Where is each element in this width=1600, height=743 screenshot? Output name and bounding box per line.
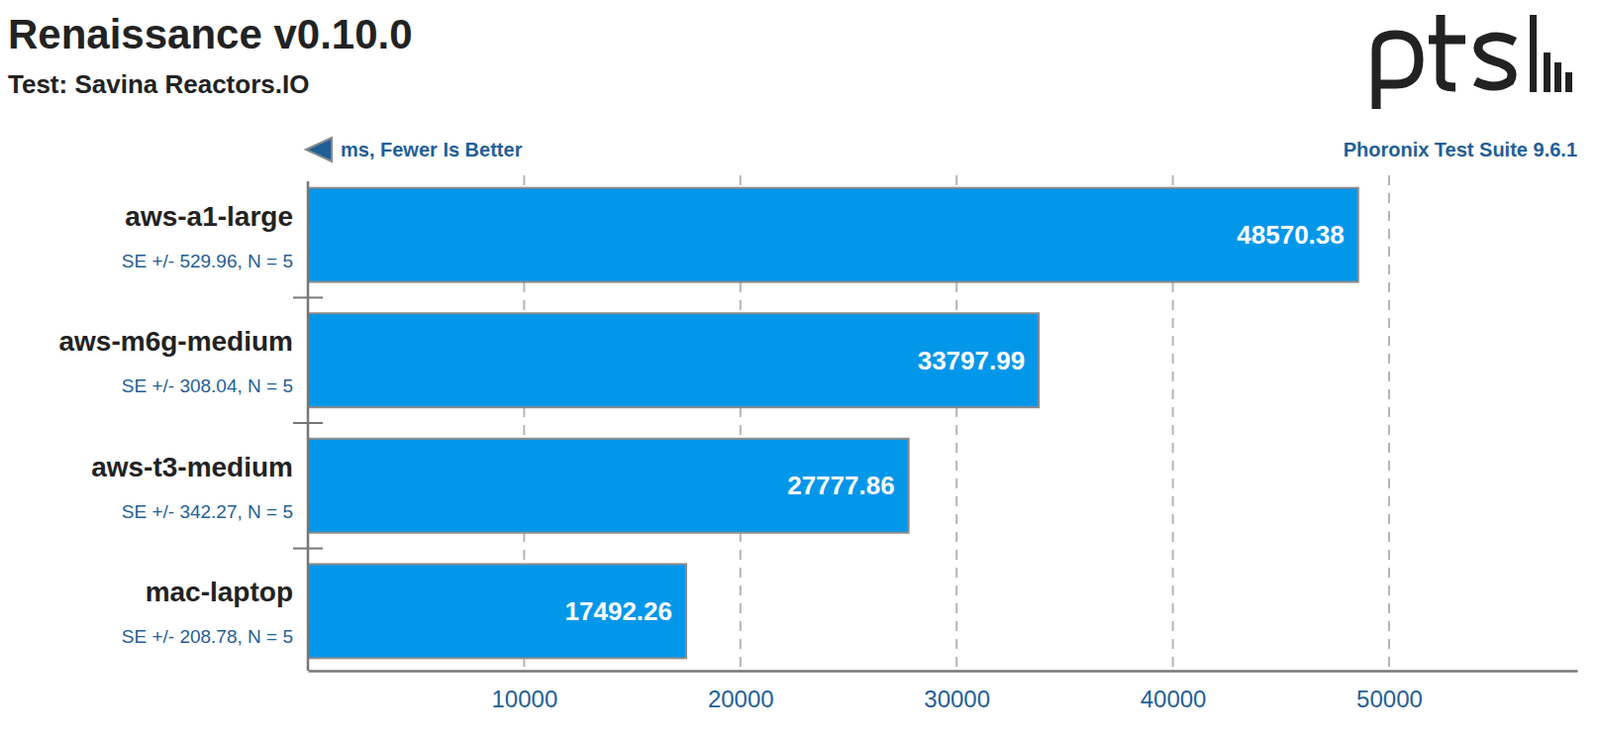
grid-line <box>1388 175 1391 671</box>
bar <box>307 438 909 533</box>
data-label: 48570.38 <box>1236 219 1344 250</box>
x-tick: 10000 <box>492 670 559 712</box>
data-labels: 48570.38 33797.99 27777.86 17492.26 <box>565 219 1345 626</box>
x-tick: 20000 <box>707 670 775 712</box>
bar <box>307 312 1039 407</box>
x-tick: 30000 <box>923 670 991 712</box>
bar <box>307 188 1359 283</box>
logo <box>1376 14 1573 109</box>
category-note: SE +/- 308.04, N = 5 <box>121 375 294 397</box>
logo-bar <box>1565 72 1573 93</box>
category-label: aws-a1-large <box>124 200 294 232</box>
x-tick-label: 40000 <box>1140 685 1207 712</box>
category-labels: aws-a1-large SE +/- 529.96, N = 5 aws-m6g-… <box>59 200 295 648</box>
x-tick-label: 10000 <box>492 685 559 712</box>
logo-shape <box>1475 36 1515 87</box>
logo-bar <box>1554 62 1562 93</box>
category-note: SE +/- 342.27, N = 5 <box>121 500 294 522</box>
category-note: SE +/- 208.78, N = 5 <box>121 625 294 647</box>
x-tick-label: 20000 <box>707 685 775 712</box>
x-tick-label: 30000 <box>923 685 991 712</box>
logo-bar <box>1529 14 1537 93</box>
direction-arrow <box>305 137 332 162</box>
logo-shape <box>1376 34 1419 109</box>
data-label: 33797.99 <box>917 345 1025 376</box>
title: Renaissance v0.10.0 <box>7 10 413 58</box>
logo-shape <box>1428 14 1466 88</box>
x-axis: 10000 20000 30000 40000 50000 <box>308 670 1579 712</box>
y-axis-line <box>306 181 310 671</box>
category-label: aws-t3-medium <box>91 451 294 483</box>
annotation: Phoronix Test Suite 9.6.1 <box>1343 138 1578 161</box>
x-tick: 40000 <box>1140 670 1207 712</box>
category-label: aws-m6g-medium <box>59 325 295 357</box>
subtitle: Test: Savina Reactors.IO <box>7 69 309 100</box>
category-note: SE +/- 529.96, N = 5 <box>121 250 294 272</box>
x-axis-line <box>308 669 1579 673</box>
bars <box>307 188 1359 659</box>
x-axis-label: ms, Fewer Is Better <box>340 138 523 161</box>
bar <box>307 563 687 658</box>
data-label: 17492.26 <box>565 596 673 626</box>
x-tick-label: 50000 <box>1356 685 1423 712</box>
logo-bar <box>1543 52 1551 93</box>
x-tick: 50000 <box>1356 670 1423 712</box>
data-label: 27777.86 <box>787 470 895 500</box>
category-label: mac-laptop <box>145 576 294 607</box>
